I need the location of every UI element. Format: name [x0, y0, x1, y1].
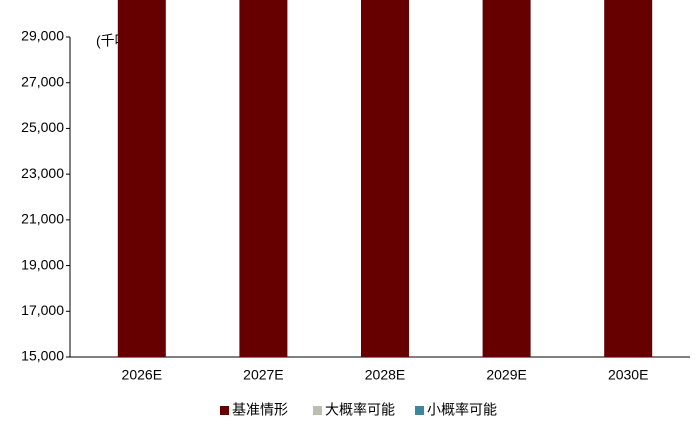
- legend-label: 基准情形: [232, 402, 288, 418]
- x-tick-label: 2030E: [608, 367, 648, 383]
- legend-swatch: [415, 406, 424, 415]
- y-tick-label: 17,000: [21, 302, 64, 318]
- legend-label: 大概率可能: [325, 402, 395, 418]
- legend-swatch: [313, 406, 322, 415]
- y-tick-label: 15,000: [21, 348, 64, 364]
- bar-segment: [604, 0, 653, 358]
- y-tick-label: 29,000: [21, 28, 64, 44]
- y-tick-label: 19,000: [21, 256, 64, 272]
- bar-segment: [482, 0, 531, 357]
- bar-segment: [361, 0, 409, 357]
- bar-segment: [239, 0, 288, 357]
- x-tick-label: 2027E: [243, 367, 283, 383]
- y-tick-label: 23,000: [21, 165, 64, 181]
- legend-label: 小概率可能: [427, 402, 497, 418]
- x-tick-label: 2026E: [122, 367, 162, 383]
- x-tick-label: 2029E: [486, 367, 526, 383]
- y-tick-label: 27,000: [21, 73, 64, 89]
- y-tick-label: 25,000: [21, 119, 64, 135]
- legend-swatch: [220, 406, 229, 415]
- bar-segment: [117, 0, 166, 357]
- x-tick-label: 2028E: [365, 367, 405, 383]
- y-tick-label: 21,000: [21, 211, 64, 227]
